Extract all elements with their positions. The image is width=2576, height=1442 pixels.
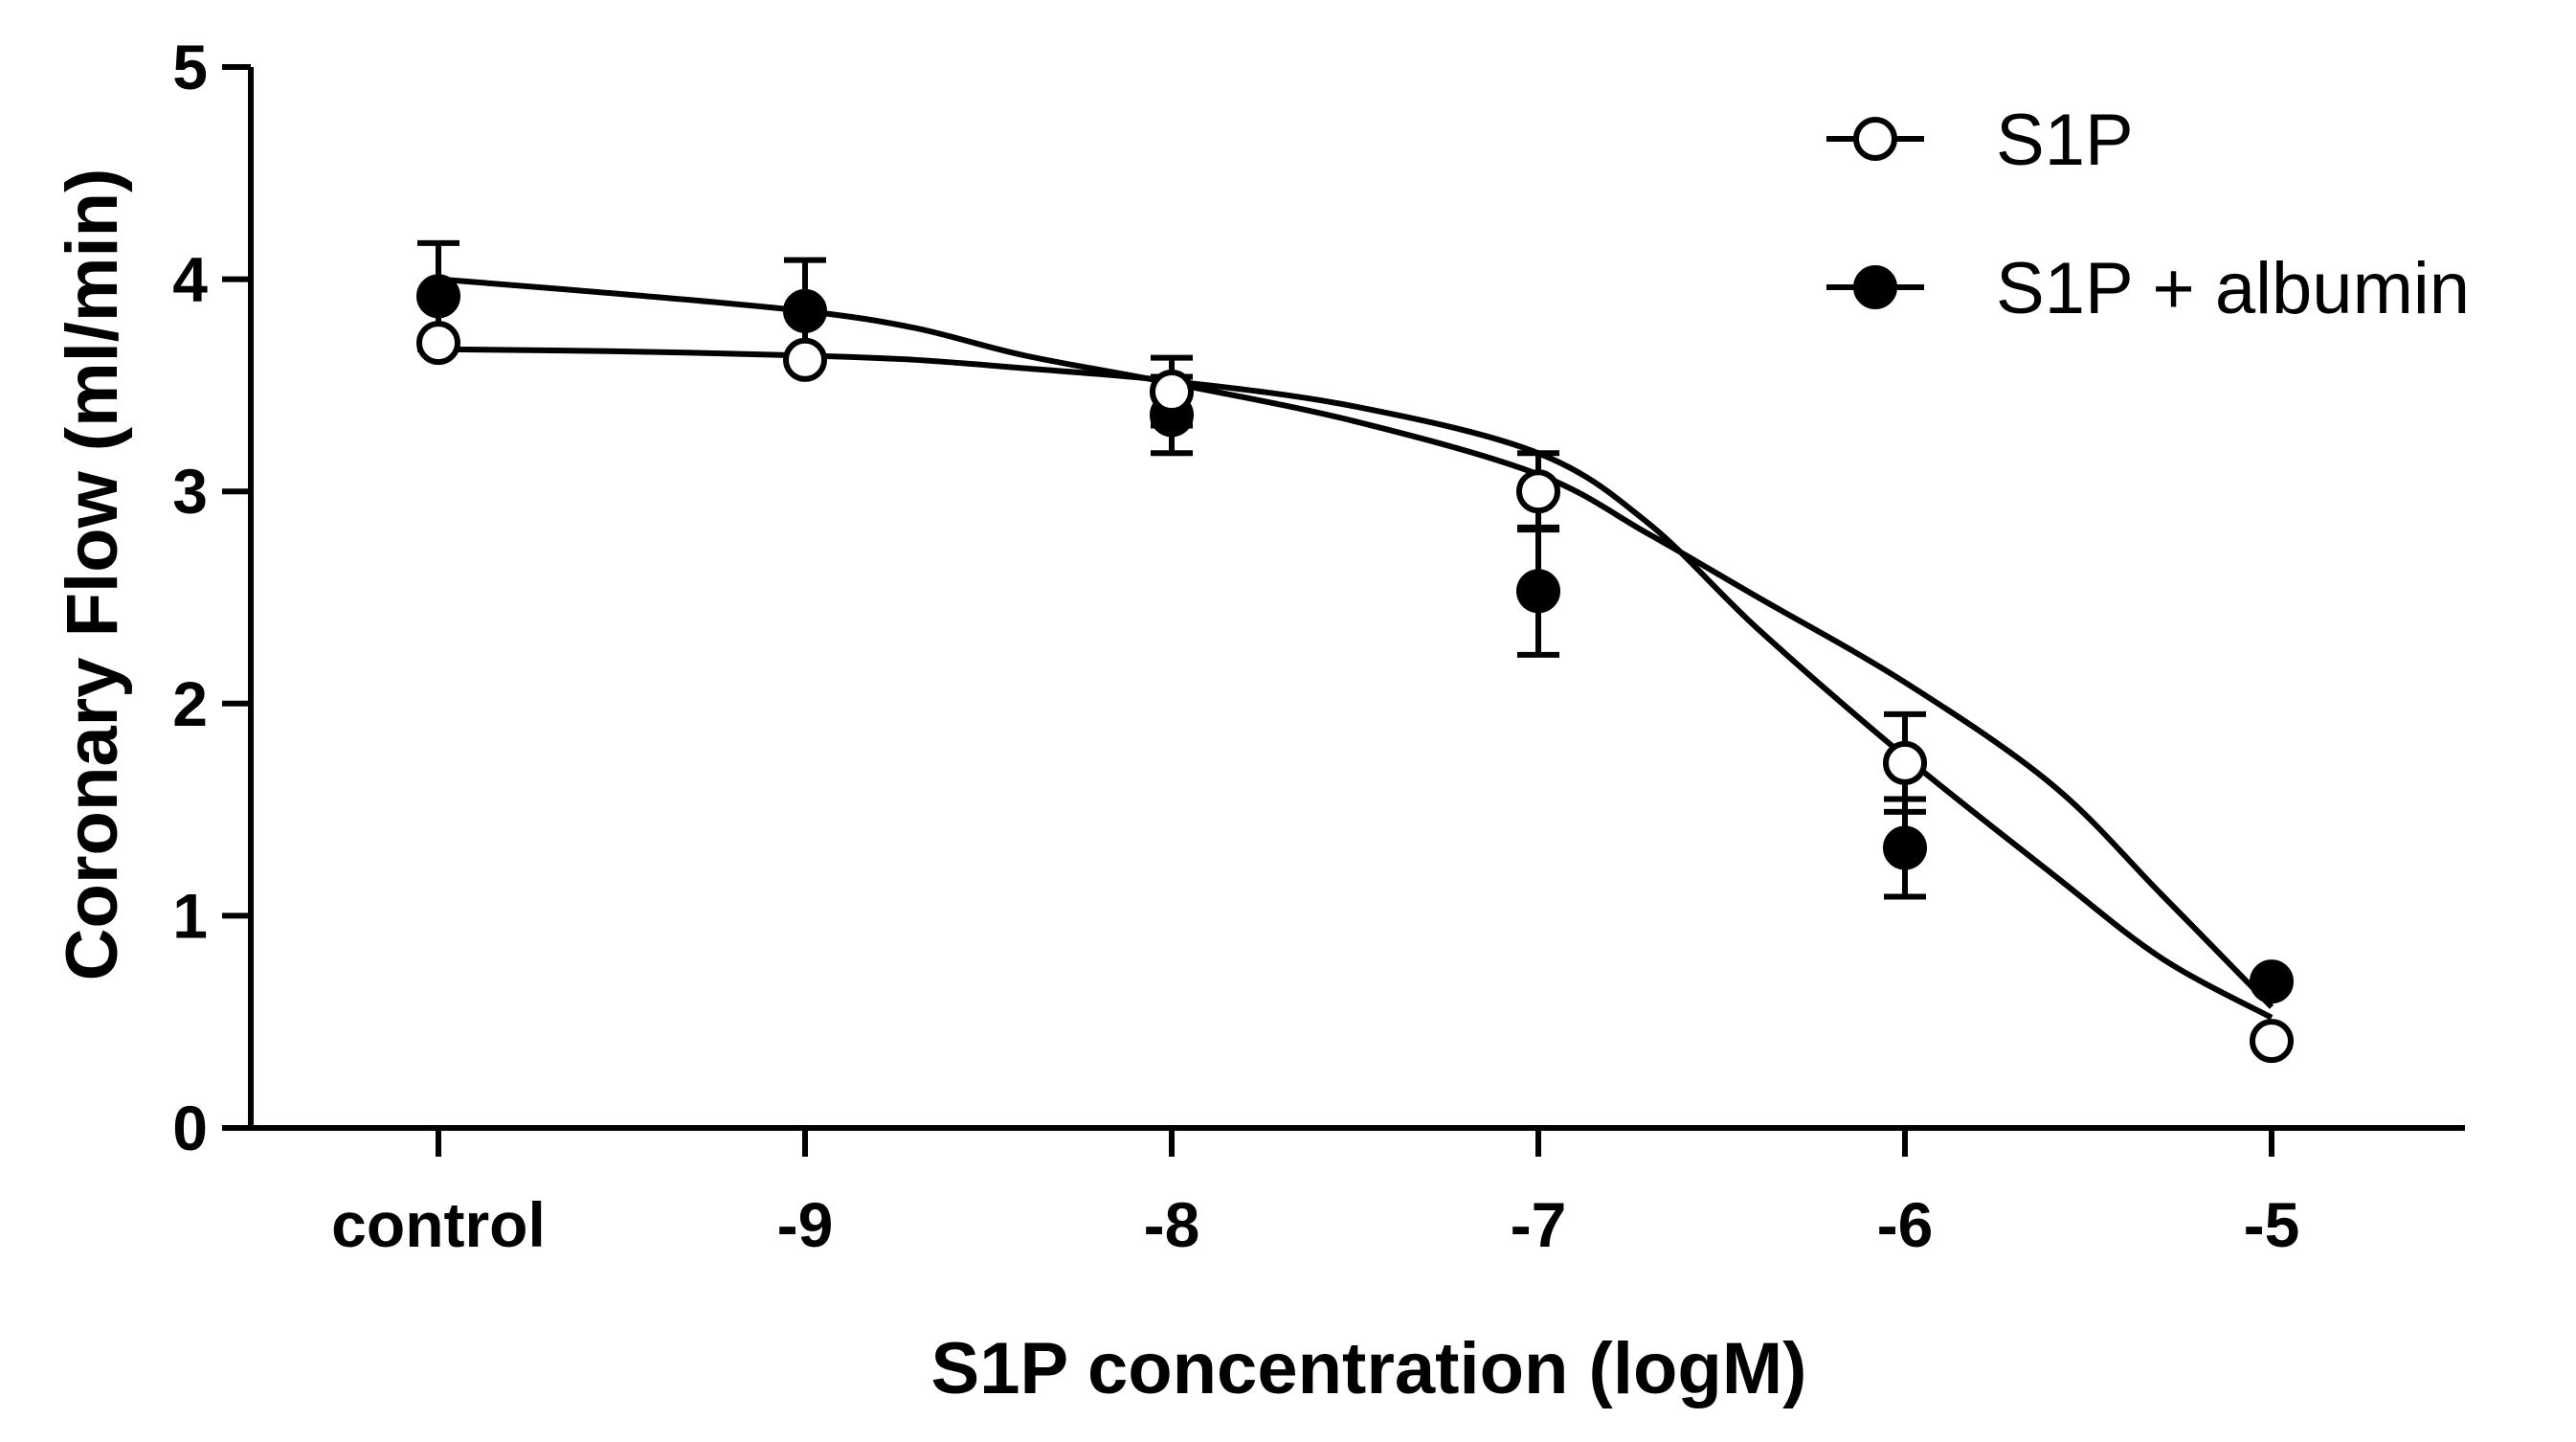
data-point-s1p-albumin	[783, 288, 827, 333]
y-axis-title: Coronary Flow (ml/min)	[52, 169, 133, 981]
y-tick-label: 4	[172, 244, 208, 315]
data-point-s1p-albumin	[416, 274, 460, 319]
fit-curve-s1p	[437, 346, 2274, 1021]
x-tick-label: -6	[1877, 1189, 1934, 1260]
legend-entry-s1p: S1P	[1826, 100, 2134, 181]
x-tick-label: control	[331, 1189, 546, 1260]
y-tick-label: 2	[172, 668, 208, 739]
data-point-s1p-albumin	[2250, 959, 2294, 1004]
legend-label: S1P	[1996, 100, 2134, 181]
data-point-s1p	[783, 337, 827, 382]
x-tick-label: -9	[777, 1189, 834, 1260]
data-point-s1p-albumin	[1883, 825, 1927, 870]
legend-marker	[1853, 117, 1897, 161]
y-tick-label: 5	[172, 32, 208, 102]
fit-curve-s1p-albumin	[437, 276, 2274, 1009]
data-point-s1p	[1516, 469, 1560, 514]
x-tick-label: -7	[1511, 1189, 1567, 1260]
x-axis-title: S1P concentration (logM)	[931, 1328, 1807, 1409]
data-point-s1p	[2250, 1019, 2294, 1064]
x-tick-label: -8	[1144, 1189, 1200, 1260]
data-point-s1p	[1150, 370, 1194, 415]
y-tick-label: 3	[172, 456, 208, 527]
x-tick-label: -5	[2244, 1189, 2300, 1260]
y-tick-label: 1	[172, 880, 208, 951]
y-tick-label: 0	[172, 1093, 208, 1163]
data-point-s1p	[416, 321, 460, 366]
legend-label: S1P + albumin	[1996, 248, 2470, 329]
legend-entry-s1p-albumin: S1P + albumin	[1826, 248, 2470, 329]
data-point-s1p	[1883, 740, 1927, 785]
legend-marker	[1853, 265, 1897, 309]
data-point-s1p-albumin	[1516, 569, 1560, 614]
